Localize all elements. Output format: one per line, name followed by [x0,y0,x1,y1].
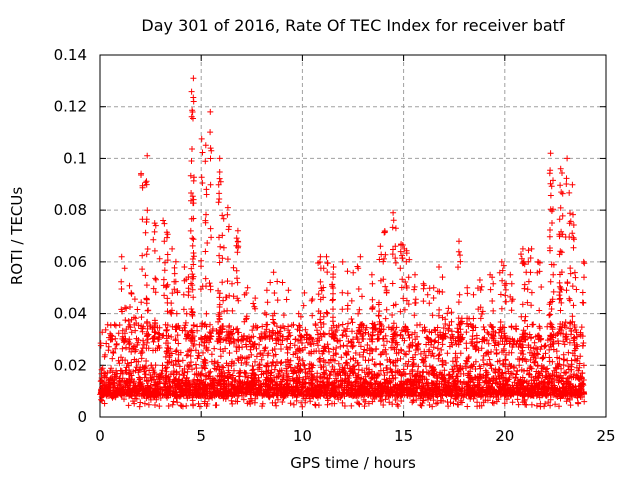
y-tick-label: 0 [77,408,87,426]
y-tick-label: 0.06 [54,253,87,271]
x-tick-label: 15 [394,427,413,445]
tick-labels: 0 5 10 15 20 25 0 0.02 0.04 0.06 0.08 0.1 0.12 0.14 [54,46,616,445]
y-axis-label: ROTI / TECUs [8,187,26,285]
x-tick-label: 10 [293,427,312,445]
data-points-series [97,75,588,410]
y-tick-label: 0.08 [54,201,87,219]
plot-border [99,54,607,418]
x-tick-label: 20 [495,427,514,445]
y-tick-label: 0.14 [54,46,87,64]
chart-title: Day 301 of 2016, Rate Of TEC Index for r… [141,16,565,35]
x-axis-label: GPS time / hours [290,454,416,472]
y-tick-label: 0.02 [54,356,87,374]
x-tick-label: 0 [95,427,105,445]
y-tick-label: 0.1 [63,149,87,167]
x-tick-label: 25 [596,427,615,445]
y-tick-label: 0.12 [54,98,87,116]
y-tick-label: 0.04 [54,305,87,323]
x-tick-label: 5 [196,427,206,445]
